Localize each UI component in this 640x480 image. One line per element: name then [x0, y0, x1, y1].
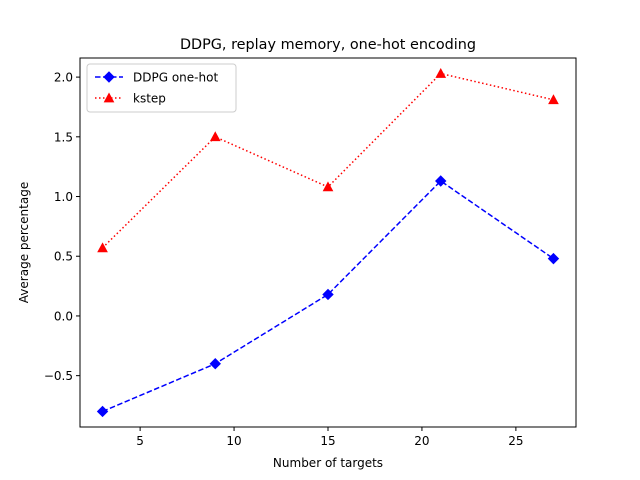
x-tick-label: 20	[414, 434, 429, 448]
legend-entry-ddpg-one-hot: DDPG one-hot	[95, 71, 218, 85]
y-tick-label: −0.5	[44, 369, 73, 383]
x-axis-label: Number of targets	[273, 456, 383, 470]
legend-box	[86, 63, 237, 113]
legend-swatch-marker	[103, 92, 115, 103]
data-point-ddpg-one-hot	[209, 358, 221, 370]
data-point-kstep	[322, 181, 334, 192]
legend-label: kstep	[133, 92, 166, 106]
x-tick-label: 15	[320, 434, 335, 448]
chart-title: DDPG, replay memory, one-hot encoding	[180, 37, 476, 53]
legend-swatch-marker	[103, 71, 115, 83]
series-layer	[96, 67, 560, 418]
y-tick-label: 1.0	[54, 190, 73, 204]
data-point-ddpg-one-hot	[96, 405, 109, 418]
x-axis-ticks: 5 10 15 20 25	[136, 427, 524, 448]
series-line-ddpg-one-hot	[102, 180, 554, 413]
series-kstep	[97, 67, 559, 253]
series-ddpg-one-hot	[96, 175, 560, 418]
x-tick-label: 25	[508, 434, 523, 448]
data-point-ddpg-one-hot	[435, 175, 447, 187]
legend-entry-kstep: kstep	[95, 92, 166, 106]
data-point-kstep	[548, 94, 559, 105]
data-point-kstep	[435, 67, 447, 78]
series-line-kstep	[102, 72, 554, 249]
legend: DDPG one-hot kstep	[86, 63, 237, 113]
y-tick-label: 2.0	[54, 71, 73, 85]
data-point-ddpg-one-hot	[322, 288, 334, 301]
y-axis-ticks: −0.5 0.0 0.5 1.0 1.5 2.0	[44, 71, 80, 383]
x-tick-label: 10	[226, 434, 241, 448]
y-tick-label: 1.5	[54, 130, 73, 144]
x-tick-label: 5	[136, 434, 144, 448]
data-point-ddpg-one-hot	[547, 252, 560, 265]
data-point-kstep	[209, 131, 221, 142]
data-point-kstep	[97, 242, 108, 253]
legend-label: DDPG one-hot	[133, 71, 218, 85]
y-axis-label: Average percentage	[17, 182, 31, 303]
y-tick-label: 0.5	[54, 250, 73, 264]
plot-area-frame	[79, 57, 577, 428]
y-tick-label: 0.0	[54, 309, 73, 323]
